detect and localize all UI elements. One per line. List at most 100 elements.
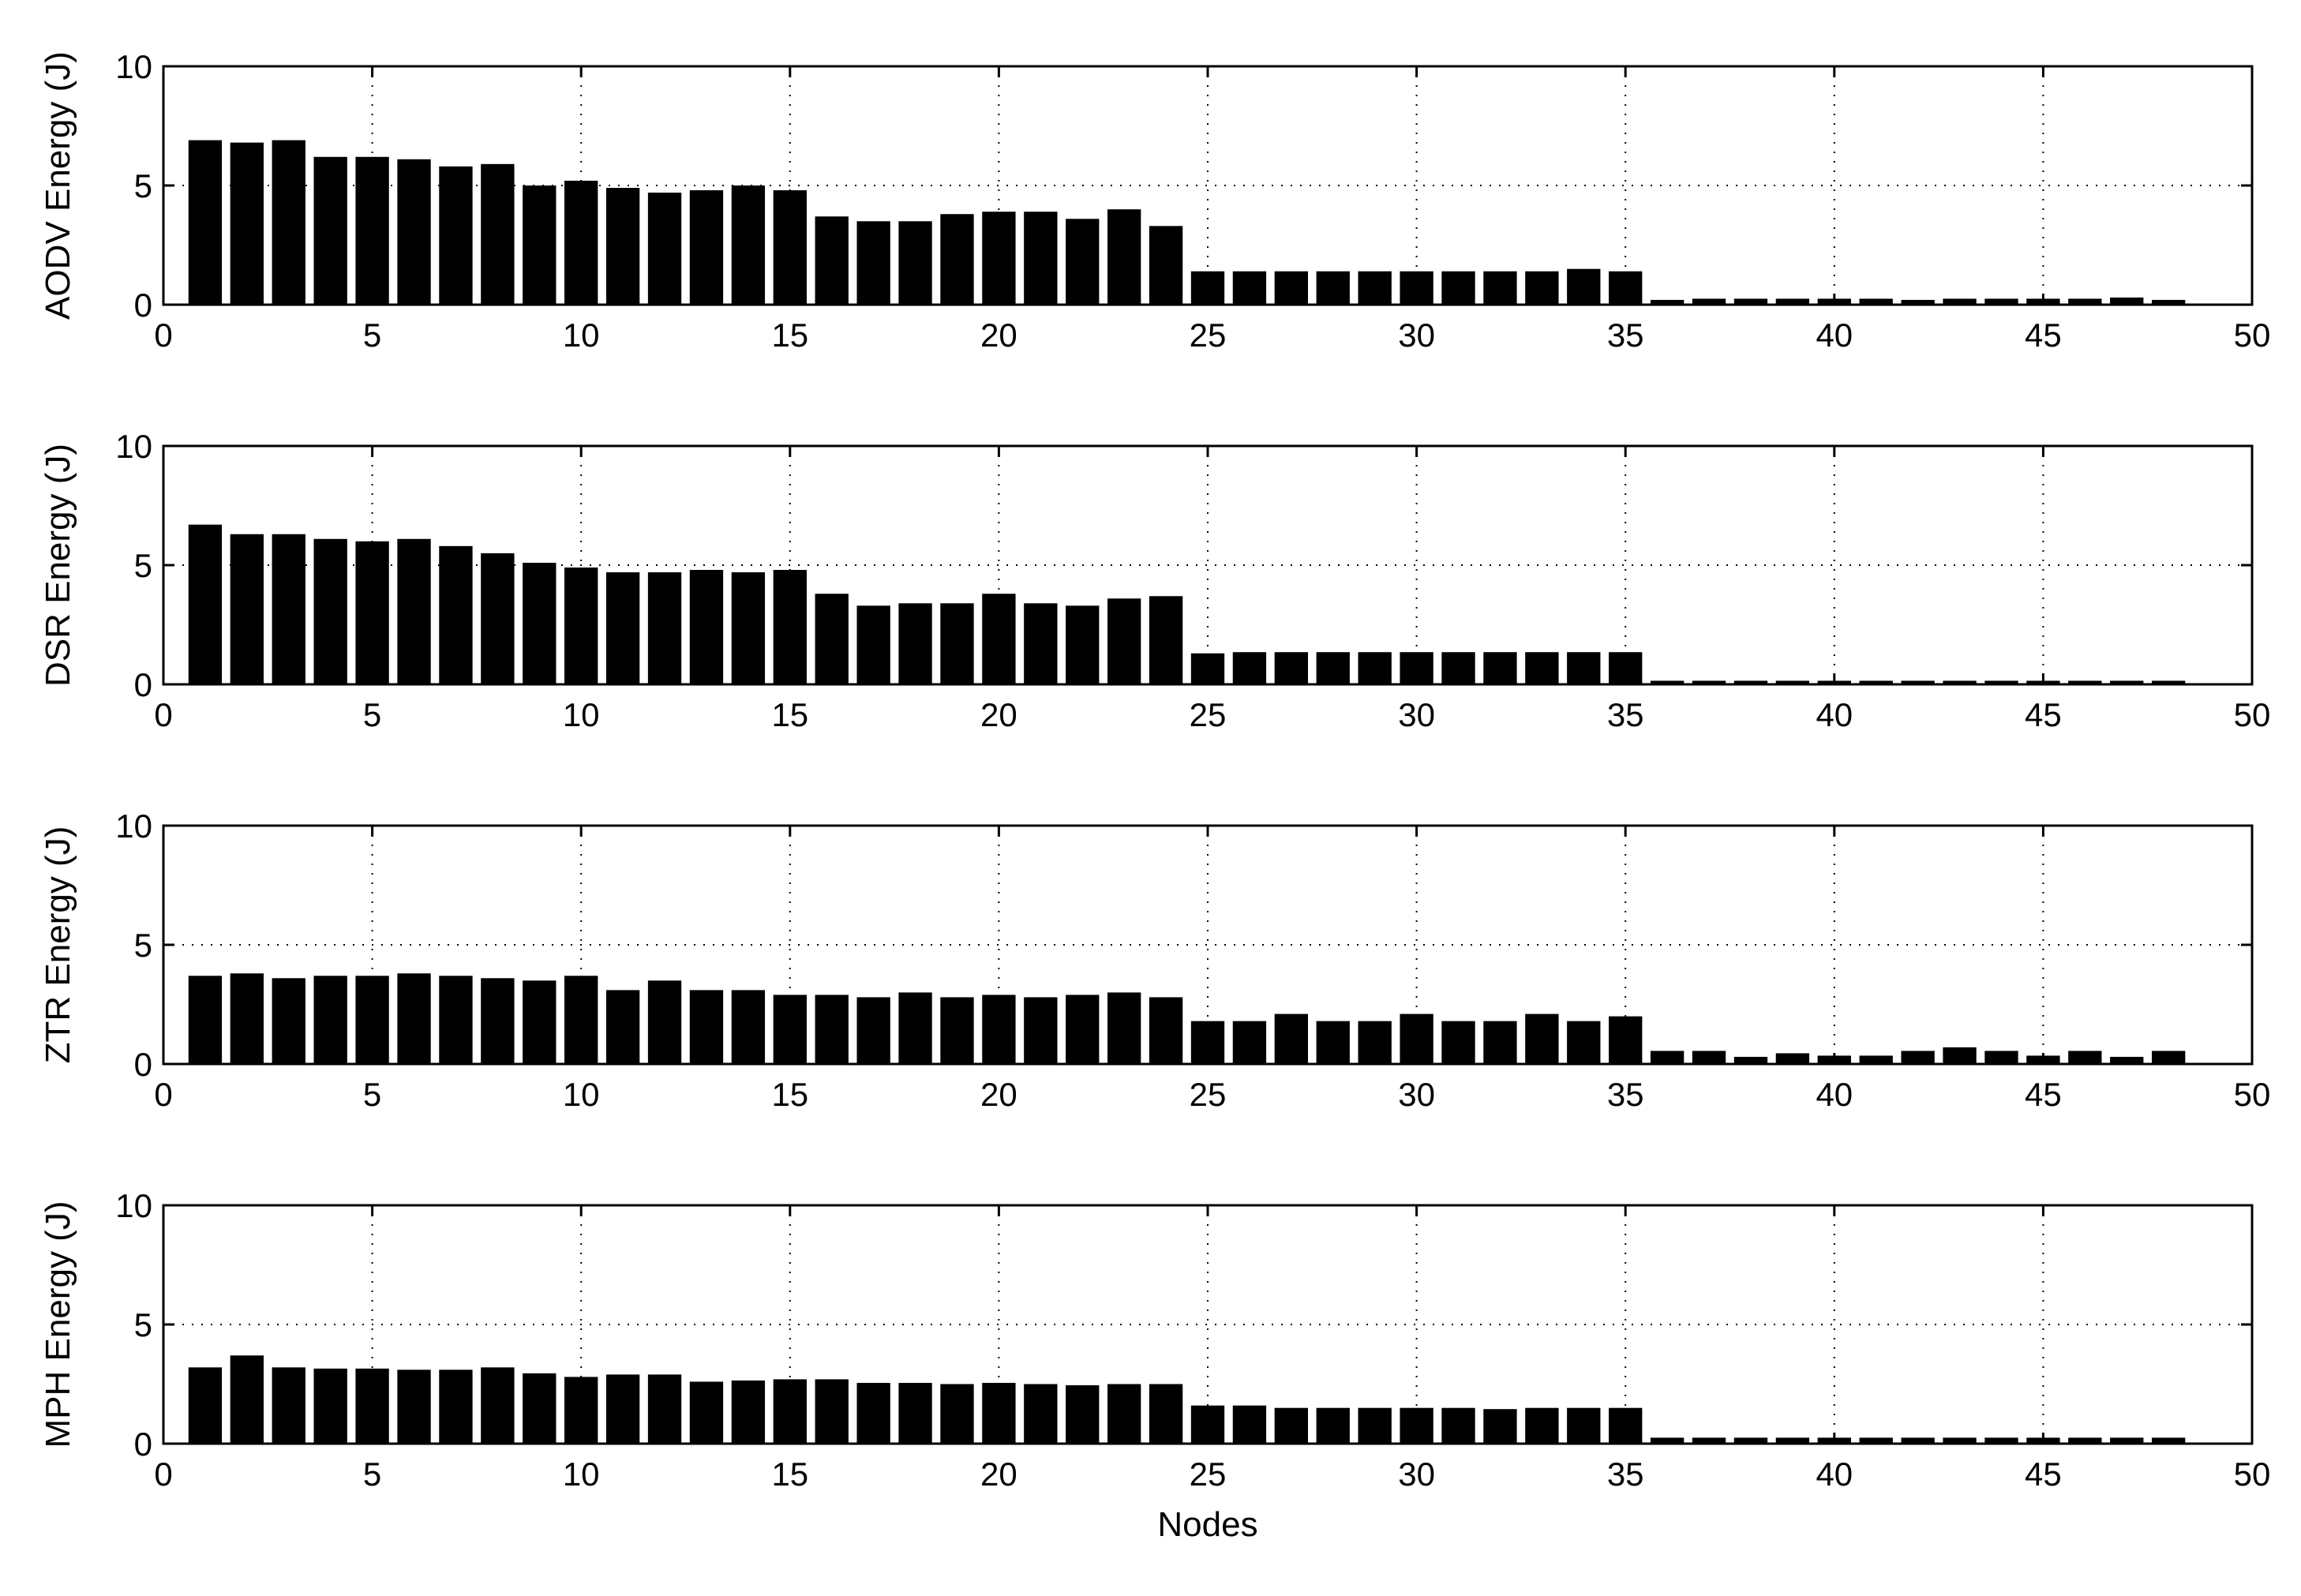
bar-node-19 [940,603,974,684]
bar-node-44 [1984,1051,2018,1064]
x-tick-label: 25 [1190,696,1227,733]
bar-node-46 [2068,298,2102,305]
bar-node-7 [439,545,473,684]
bar-node-38 [1733,680,1768,684]
bar-node-15 [773,190,807,305]
x-tick-label: 10 [563,1076,600,1113]
bar-node-12 [647,980,682,1064]
subplot-1: 0 5 10 15 20 25 30 35 40 45 50 0 5 10 AODV Energy (J) [39,48,2270,354]
x-tick-label: 10 [563,317,600,354]
bar-node-32 [1483,652,1517,684]
x-tick-label: 45 [2025,1076,2062,1113]
bar-node-27 [1274,271,1309,305]
bar-node-34 [1567,1021,1601,1064]
bar-node-36 [1650,680,1685,684]
y-axis-label: ZTR Energy (J) [39,826,77,1064]
bar-node-16 [815,1379,849,1444]
x-tick-label: 45 [2025,696,2062,733]
x-tick-label: 15 [771,317,808,354]
bar-node-1 [188,976,223,1064]
x-tick-label: 10 [563,1456,600,1493]
bar-node-2 [230,1355,264,1444]
bar-node-18 [898,221,932,305]
bar-node-46 [2068,1051,2102,1064]
x-tick-label: 25 [1190,317,1227,354]
bar-node-21 [1024,997,1058,1064]
bar-node-48 [2151,1437,2186,1444]
bar-node-15 [773,570,807,684]
bar-node-22 [1066,605,1100,684]
bar-node-28 [1316,1021,1350,1064]
y-axis-label: MPH Energy (J) [39,1201,77,1448]
bar-node-6 [397,159,431,305]
bar-node-23 [1107,598,1141,684]
bar-node-16 [815,594,849,684]
bar-node-37 [1692,1051,1726,1064]
x-tick-label: 30 [1398,1456,1435,1493]
y-tick-label: 10 [115,1187,152,1224]
bar-node-9 [523,185,557,305]
bar-node-14 [731,990,766,1064]
bar-node-11 [605,1374,640,1444]
x-tick-label: 30 [1398,317,1435,354]
bar-node-22 [1066,1385,1100,1444]
bar-node-41 [1859,1055,1893,1064]
bar-node-42 [1901,680,1935,684]
bar-node-13 [689,570,724,684]
bar-node-28 [1316,652,1350,684]
bar-node-17 [856,1382,890,1444]
bar-node-12 [647,1374,682,1444]
bar-node-11 [605,188,640,305]
y-tick-label: 5 [134,927,152,964]
bar-node-31 [1441,1407,1475,1444]
x-tick-label: 20 [980,696,1017,733]
bar-node-13 [689,990,724,1064]
bar-node-28 [1316,271,1350,305]
bar-node-20 [982,995,1016,1064]
bar-node-6 [397,973,431,1064]
y-tick-label: 5 [134,167,152,204]
bar-node-21 [1024,212,1058,305]
bar-node-37 [1692,680,1726,684]
bar-node-24 [1149,1384,1183,1444]
bar-node-32 [1483,1021,1517,1064]
bar-node-47 [2110,680,2144,684]
bar-node-41 [1859,1437,1893,1444]
x-tick-label: 0 [154,317,172,354]
bar-node-16 [815,995,849,1064]
bar-node-37 [1692,1437,1726,1444]
bar-node-9 [523,562,557,684]
x-tick-label: 35 [1607,1076,1644,1113]
bar-node-8 [481,553,515,684]
bar-node-18 [898,1382,932,1444]
bar-node-28 [1316,1407,1350,1444]
bar-node-42 [1901,1051,1935,1064]
bar-node-4 [313,1368,347,1444]
y-tick-label: 0 [134,1046,152,1083]
x-tick-label: 25 [1190,1076,1227,1113]
bar-node-33 [1525,652,1559,684]
bar-node-43 [1943,1047,1977,1064]
bar-node-11 [605,990,640,1064]
x-tick-label: 20 [980,1456,1017,1493]
y-axis-label: AODV Energy (J) [39,51,77,320]
bar-node-46 [2068,680,2102,684]
bar-node-38 [1733,1437,1768,1444]
x-tick-label: 50 [2234,317,2271,354]
x-tick-label: 30 [1398,1076,1435,1113]
bar-node-5 [355,1368,389,1444]
bar-node-34 [1567,268,1601,305]
bar-node-23 [1107,1384,1141,1444]
subplot-3: 0 5 10 15 20 25 30 35 40 45 50 0 5 10 ZTR Energy (J) [39,807,2270,1113]
x-tick-label: 0 [154,1076,172,1113]
bar-node-14 [731,185,766,305]
bar-node-33 [1525,1407,1559,1444]
subplot-2: 0 5 10 15 20 25 30 35 40 45 50 0 5 10 DSR Energy (J) [39,428,2270,733]
bar-node-43 [1943,680,1977,684]
bar-node-18 [898,992,932,1064]
bar-node-32 [1483,271,1517,305]
y-tick-label: 5 [134,547,152,584]
bar-node-31 [1441,271,1475,305]
bar-node-36 [1650,1437,1685,1444]
